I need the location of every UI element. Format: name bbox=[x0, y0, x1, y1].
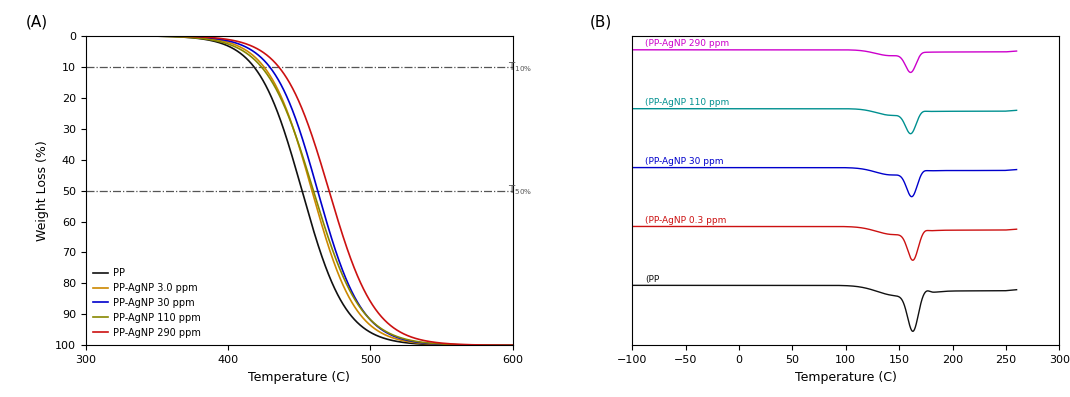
PP-AgNP 290 ppm bbox=[101, 33, 113, 38]
PP-AgNP 3.0 ppm bbox=[79, 33, 92, 38]
PP bbox=[506, 343, 519, 348]
Line: PP: PP bbox=[86, 36, 513, 345]
PP-AgNP 110 ppm bbox=[275, 98, 288, 103]
Text: (PP-AgNP 30 ppm: (PP-AgNP 30 ppm bbox=[645, 157, 723, 166]
Text: (PP: (PP bbox=[645, 275, 659, 284]
PP-AgNP 30 ppm bbox=[494, 343, 507, 348]
PP bbox=[494, 343, 507, 348]
Text: T$_{50\%}$: T$_{50\%}$ bbox=[508, 184, 533, 197]
PP-AgNP 3.0 ppm bbox=[494, 343, 507, 348]
PP-AgNP 30 ppm bbox=[275, 84, 288, 89]
PP-AgNP 110 ppm bbox=[506, 343, 519, 348]
Y-axis label: Weight Loss (%): Weight Loss (%) bbox=[36, 140, 49, 241]
PP-AgNP 110 ppm bbox=[287, 126, 300, 131]
PP bbox=[79, 33, 92, 38]
PP bbox=[101, 33, 113, 38]
Text: (PP-AgNP 290 ppm: (PP-AgNP 290 ppm bbox=[645, 39, 729, 48]
PP-AgNP 110 ppm bbox=[493, 343, 506, 348]
PP-AgNP 30 ppm bbox=[493, 343, 506, 348]
PP-AgNP 30 ppm bbox=[415, 340, 428, 345]
Text: (B): (B) bbox=[590, 14, 612, 29]
Legend: PP, PP-AgNP 3.0 ppm, PP-AgNP 30 ppm, PP-AgNP 110 ppm, PP-AgNP 290 ppm: PP, PP-AgNP 3.0 ppm, PP-AgNP 30 ppm, PP-… bbox=[91, 265, 203, 341]
PP-AgNP 3.0 ppm bbox=[415, 341, 428, 346]
PP bbox=[287, 158, 300, 162]
X-axis label: Temperature (C): Temperature (C) bbox=[248, 371, 350, 384]
PP-AgNP 30 ppm bbox=[287, 110, 300, 115]
Line: PP-AgNP 30 ppm: PP-AgNP 30 ppm bbox=[86, 36, 513, 345]
PP-AgNP 290 ppm bbox=[287, 87, 300, 92]
PP-AgNP 110 ppm bbox=[415, 340, 428, 345]
PP bbox=[415, 342, 428, 347]
PP-AgNP 3.0 ppm bbox=[506, 343, 519, 348]
X-axis label: Temperature (C): Temperature (C) bbox=[795, 371, 897, 384]
Line: PP-AgNP 3.0 ppm: PP-AgNP 3.0 ppm bbox=[86, 36, 513, 345]
Text: (PP-AgNP 110 ppm: (PP-AgNP 110 ppm bbox=[645, 98, 730, 107]
PP-AgNP 3.0 ppm bbox=[275, 96, 288, 101]
PP-AgNP 290 ppm bbox=[415, 338, 428, 343]
PP-AgNP 110 ppm bbox=[494, 343, 507, 348]
PP-AgNP 30 ppm bbox=[101, 33, 113, 38]
PP-AgNP 290 ppm bbox=[79, 33, 92, 38]
PP-AgNP 30 ppm bbox=[506, 343, 519, 348]
PP-AgNP 3.0 ppm bbox=[287, 126, 300, 131]
Line: PP-AgNP 290 ppm: PP-AgNP 290 ppm bbox=[86, 36, 513, 345]
PP-AgNP 30 ppm bbox=[79, 33, 92, 38]
PP bbox=[275, 122, 288, 127]
PP-AgNP 290 ppm bbox=[493, 343, 506, 348]
PP-AgNP 110 ppm bbox=[79, 33, 92, 38]
PP-AgNP 290 ppm bbox=[494, 343, 507, 348]
Text: T$_{10\%}$: T$_{10\%}$ bbox=[508, 60, 533, 73]
PP-AgNP 290 ppm bbox=[506, 343, 519, 348]
Text: (A): (A) bbox=[26, 14, 48, 29]
PP-AgNP 290 ppm bbox=[275, 69, 288, 73]
PP-AgNP 3.0 ppm bbox=[101, 33, 113, 38]
Line: PP-AgNP 110 ppm: PP-AgNP 110 ppm bbox=[86, 36, 513, 345]
PP-AgNP 110 ppm bbox=[101, 33, 113, 38]
PP bbox=[493, 343, 506, 348]
PP-AgNP 3.0 ppm bbox=[493, 343, 506, 348]
Text: (PP-AgNP 0.3 ppm: (PP-AgNP 0.3 ppm bbox=[645, 216, 727, 225]
